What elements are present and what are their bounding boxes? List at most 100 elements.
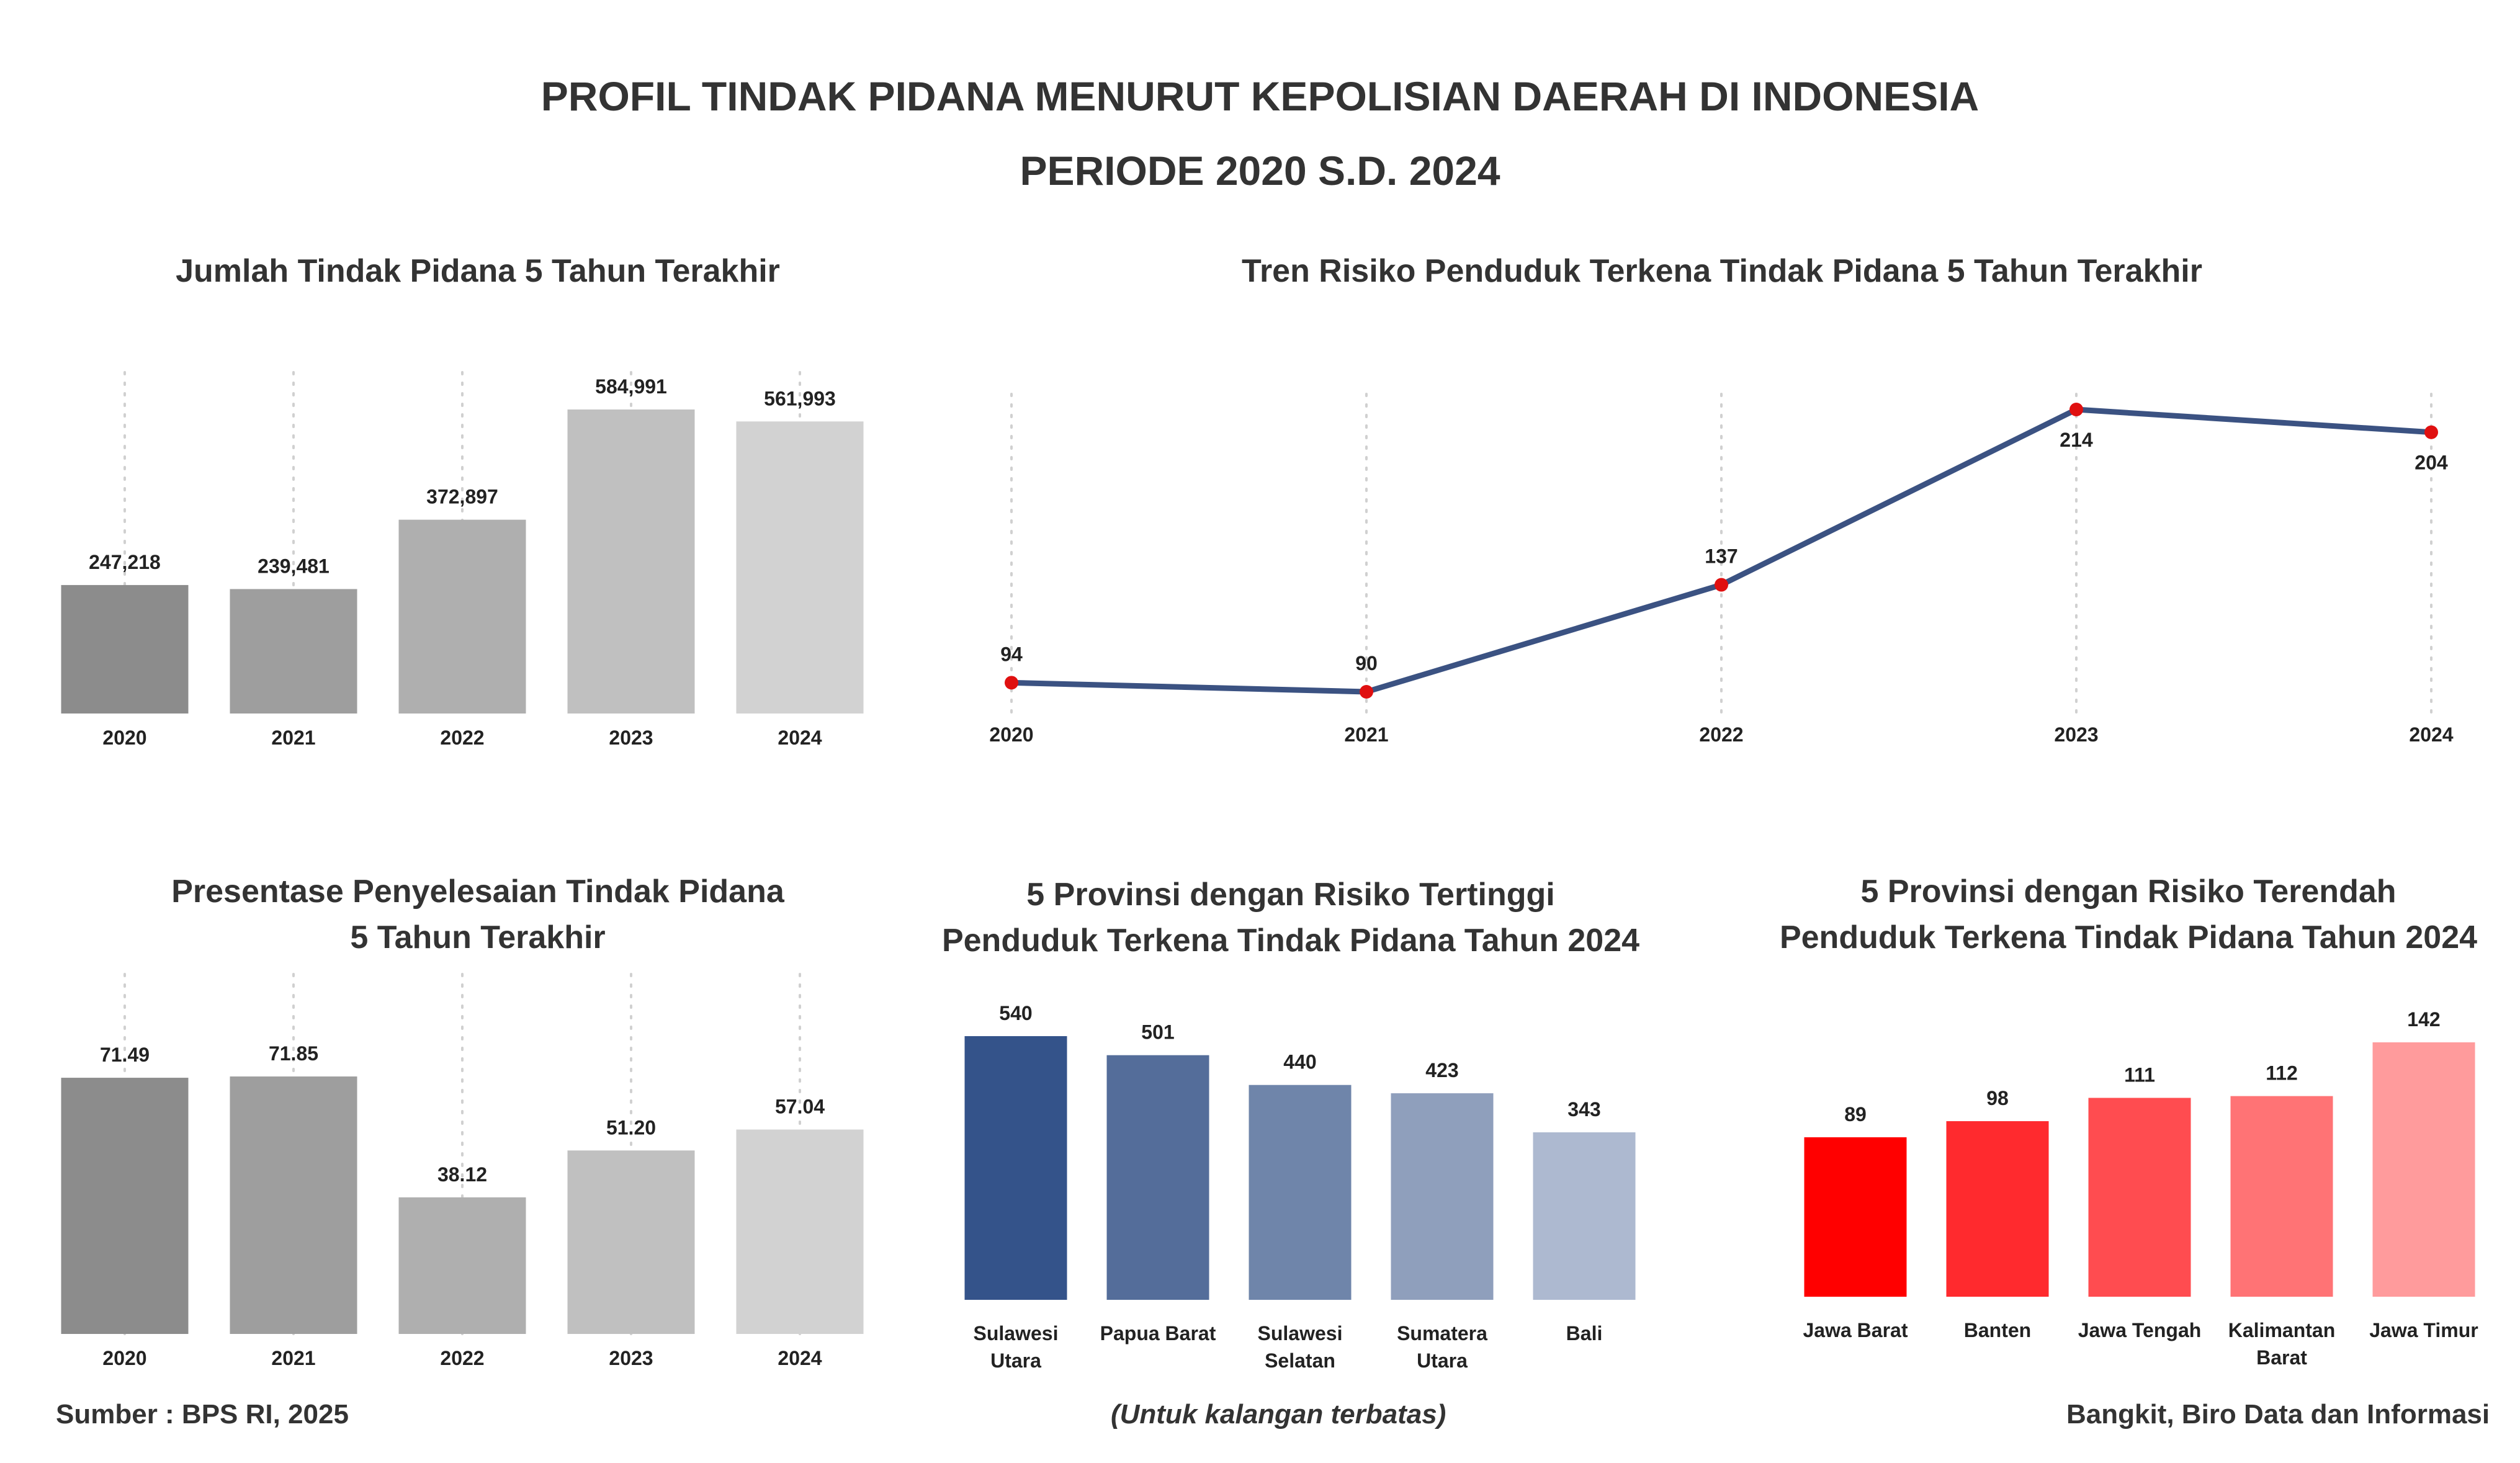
tick-label: 2022 <box>1699 723 1743 746</box>
tick-label: 2023 <box>609 1347 653 1369</box>
bar <box>61 584 189 714</box>
chart-title-line-2: Penduduk Terkena Tindak Pidana Tahun 202… <box>1779 919 2478 955</box>
tick-label: 2022 <box>440 1347 484 1369</box>
chart-title-line-1: Presentase Penyelesaian Tindak Pidana <box>171 874 784 910</box>
bar <box>1946 1121 2049 1297</box>
chart-title: Tren Risiko Penduduk Terkena Tindak Pida… <box>1242 253 2202 289</box>
tick-label: Banten <box>1964 1319 2031 1341</box>
tick-label: 2023 <box>609 727 653 749</box>
tick-label: Sumatera <box>1397 1322 1487 1344</box>
chart-presentase-penyelesaian: Presentase Penyelesaian Tindak Pidana 5 … <box>37 869 918 1396</box>
data-label: 90 <box>1355 652 1378 674</box>
tick-label: Jawa Tengah <box>2078 1319 2202 1341</box>
bar <box>567 1150 695 1334</box>
bar <box>230 1076 357 1334</box>
tick-label: 2020 <box>102 727 146 749</box>
data-label: 51.20 <box>606 1116 656 1139</box>
bar <box>1106 1055 1209 1300</box>
tick-label: Kalimantan <box>2228 1319 2335 1341</box>
restricted-note: (Untuk kalangan terbatas) <box>1111 1399 1446 1429</box>
main-title: PROFIL TINDAK PIDANA MENURUT KEPOLISIAN … <box>0 59 2520 208</box>
data-label: 71.85 <box>269 1042 318 1065</box>
bar <box>2088 1098 2191 1297</box>
tick-label: Utara <box>1417 1349 1468 1372</box>
data-label: 440 <box>1283 1051 1316 1073</box>
chart-provinsi-risiko-tertinggi: 5 Provinsi dengan Risiko Tertinggi Pendu… <box>937 872 1644 1399</box>
main-title-line-1: PROFIL TINDAK PIDANA MENURUT KEPOLISIAN … <box>540 73 1980 119</box>
bar-chart-svg: 71.49 2020 71.85 2021 38.12 2022 51.20 2023 57.0… <box>61 973 864 1369</box>
main-title-line-2: PERIODE 2020 S.D. 2024 <box>1020 148 1500 194</box>
tick-label: 2021 <box>271 1347 315 1369</box>
bar <box>1249 1085 1352 1300</box>
source-note: Sumber : BPS RI, 2025 <box>56 1399 349 1429</box>
data-label: 98 <box>1986 1087 2009 1109</box>
data-label: 71.49 <box>100 1044 150 1066</box>
chart-title-line-2: Penduduk Terkena Tindak Pidana Tahun 202… <box>941 923 1640 959</box>
bar-chart-svg: 89 Jawa Barat 98 Banten 111 Jawa Tengah 112 Kal… <box>1803 1008 2478 1369</box>
bar <box>1804 1137 1907 1297</box>
data-label: 204 <box>2415 452 2448 474</box>
data-point <box>1715 578 1728 592</box>
data-point <box>1005 676 1018 690</box>
data-label: 38.12 <box>437 1163 487 1186</box>
bar <box>230 589 357 714</box>
chart-title: Jumlah Tindak Pidana 5 Tahun Terakhir <box>176 253 780 289</box>
data-point <box>1360 685 1373 699</box>
tick-label: 2020 <box>102 1347 146 1369</box>
bar-chart-svg: 540 Sulawesi Utara 501 Papua Barat 440 Sulawes… <box>964 1002 1636 1372</box>
chart-title-line-2: 5 Tahun Terakhir <box>350 919 606 955</box>
tick-label: Sulawesi <box>974 1322 1059 1344</box>
bar <box>964 1036 1067 1300</box>
chart-jumlah-tindak-pidana: Jumlah Tindak Pidana 5 Tahun Terakhir 24… <box>37 248 918 763</box>
data-label: 89 <box>1844 1103 1867 1125</box>
tick-label: 2021 <box>1344 723 1388 746</box>
data-label: 214 <box>2060 429 2093 451</box>
tick-label: 2021 <box>271 727 315 749</box>
tick-label: Barat <box>2256 1346 2307 1369</box>
data-label: 501 <box>1141 1021 1174 1044</box>
tick-label: Bali <box>1566 1322 1603 1344</box>
data-label: 94 <box>1000 643 1023 665</box>
bar <box>1391 1093 1494 1300</box>
bar <box>61 1078 189 1334</box>
data-label: 561,993 <box>764 387 836 409</box>
tick-label: 2023 <box>2054 723 2098 746</box>
tick-label: 2020 <box>989 723 1033 746</box>
data-label: 540 <box>999 1002 1032 1024</box>
data-label: 57.04 <box>775 1096 825 1118</box>
data-label: 112 <box>2266 1062 2298 1085</box>
data-label: 423 <box>1425 1059 1458 1081</box>
bar <box>398 519 526 714</box>
data-label: 137 <box>1705 545 1738 568</box>
credit-note: Bangkit, Biro Data dan Informasi <box>2066 1399 2490 1429</box>
bar <box>1533 1132 1636 1300</box>
line-chart-svg: 2020 2021 2022 2023 2024 94 90 137 214 204 <box>989 393 2454 746</box>
tick-label: Jawa Timur <box>2369 1319 2478 1341</box>
tick-label: 2024 <box>2409 723 2453 746</box>
chart-tren-risiko: Tren Risiko Penduduk Terkena Tindak Pida… <box>956 248 2488 763</box>
bar <box>736 1129 864 1334</box>
tick-label: 2022 <box>440 727 484 749</box>
data-label: 142 <box>2407 1008 2440 1031</box>
tick-label: Papua Barat <box>1100 1322 1216 1344</box>
data-label: 584,991 <box>595 375 667 398</box>
bar <box>567 409 695 714</box>
data-point <box>2069 403 2083 416</box>
bar <box>736 421 864 714</box>
tick-label: Jawa Barat <box>1803 1319 1908 1341</box>
chart-title-line-1: 5 Provinsi dengan Risiko Tertinggi <box>1026 877 1555 913</box>
bar <box>2372 1042 2475 1297</box>
tick-label: 2024 <box>778 727 822 749</box>
data-label: 343 <box>1567 1098 1600 1121</box>
tick-label: Selatan <box>1265 1349 1335 1372</box>
bar <box>398 1197 526 1334</box>
tick-label: Utara <box>990 1349 1041 1372</box>
bar <box>2230 1096 2333 1297</box>
data-point <box>2424 425 2438 439</box>
chart-provinsi-risiko-terendah: 5 Provinsi dengan Risiko Terendah Pendud… <box>1769 869 2488 1396</box>
tick-label: Sulawesi <box>1258 1322 1343 1344</box>
data-label: 372,897 <box>426 486 498 508</box>
data-label: 247,218 <box>89 551 161 573</box>
data-label: 239,481 <box>258 555 330 577</box>
data-label: 111 <box>2124 1064 2155 1086</box>
